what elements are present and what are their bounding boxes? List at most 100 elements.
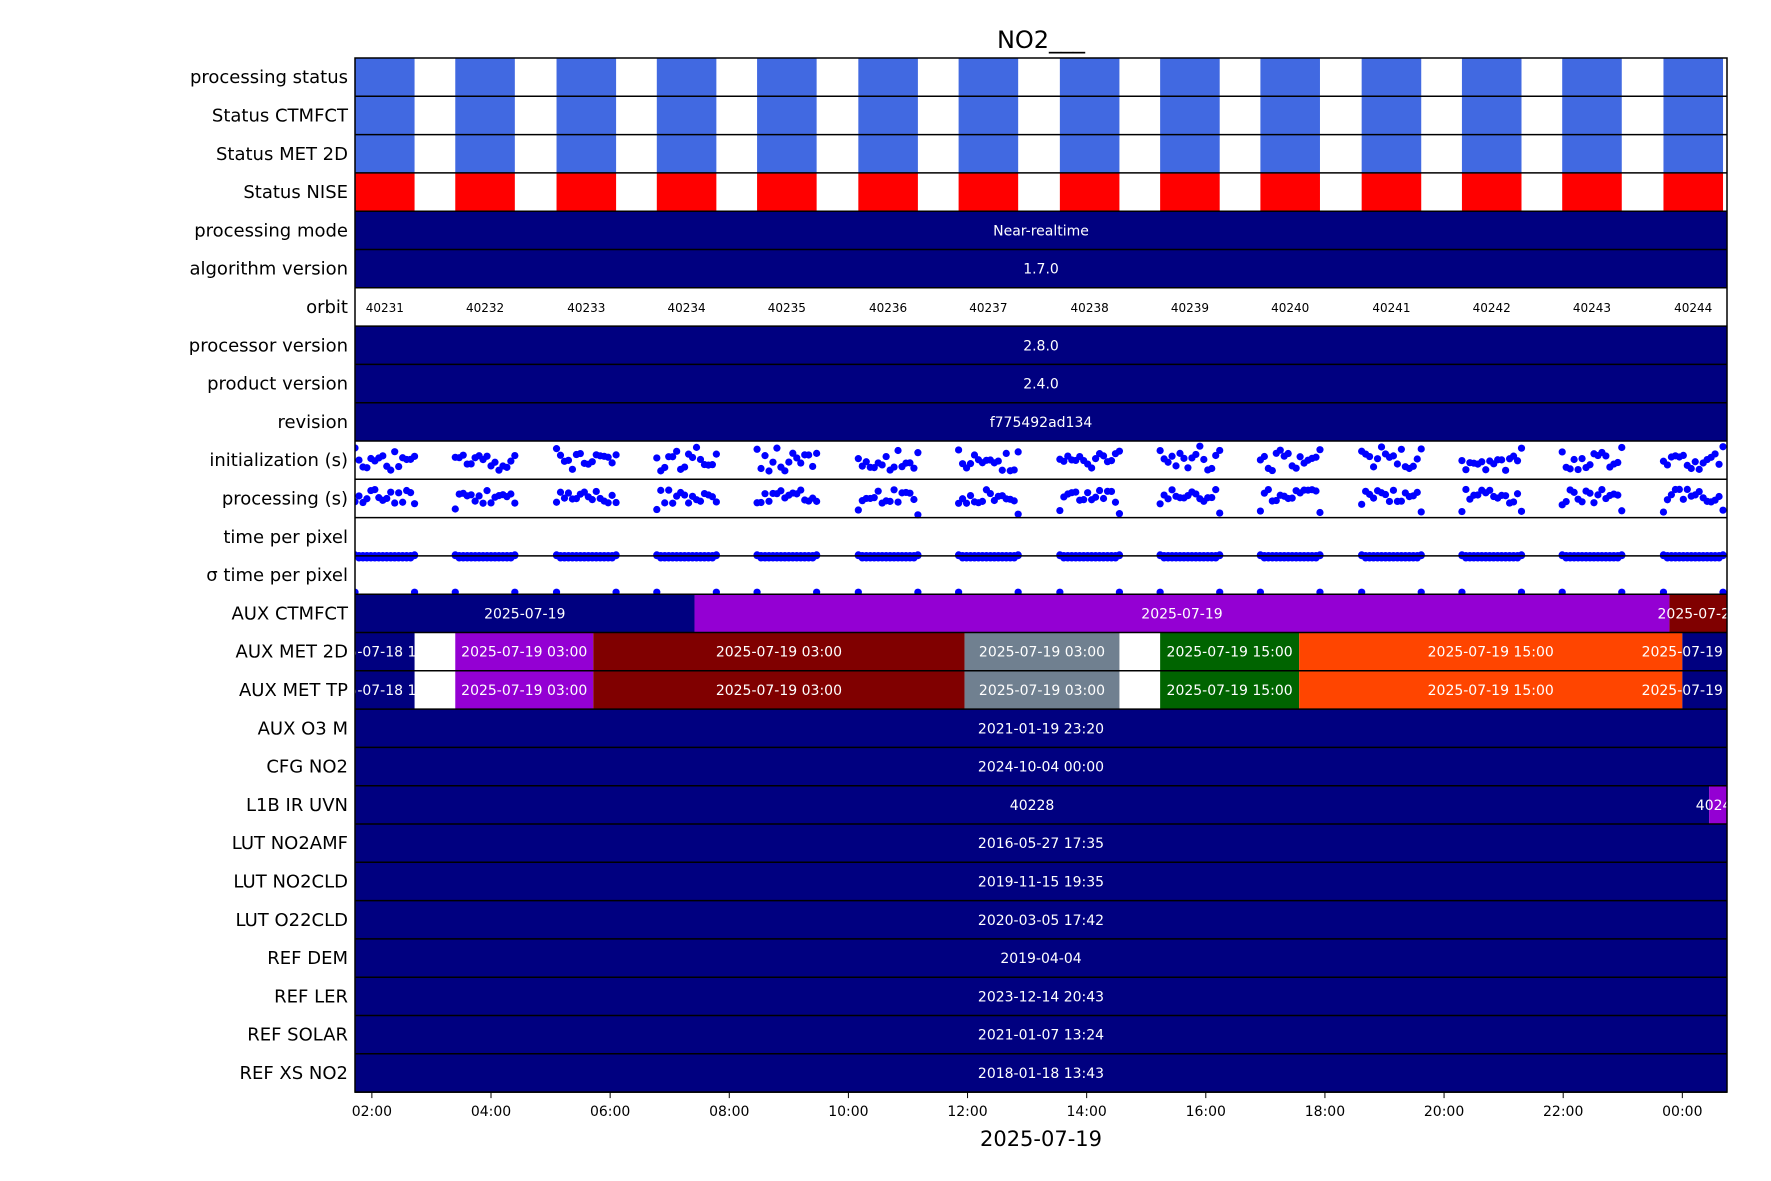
data-point bbox=[1389, 452, 1398, 460]
status-bar bbox=[1059, 172, 1120, 212]
data-point bbox=[1208, 493, 1216, 502]
segment-label: 2.4.0 bbox=[1023, 377, 1059, 393]
data-point bbox=[874, 487, 882, 495]
segment-label: 2025-07-19 03:00 bbox=[716, 645, 842, 661]
data-point bbox=[1474, 491, 1482, 499]
data-point bbox=[777, 487, 785, 495]
orbit-label: 40231 bbox=[366, 301, 404, 315]
data-point bbox=[355, 498, 359, 506]
data-point bbox=[355, 456, 363, 464]
segment-label: 2025-07-19 15:00 bbox=[1642, 683, 1768, 699]
data-point bbox=[459, 451, 467, 459]
data-point bbox=[813, 449, 821, 457]
data-point bbox=[371, 486, 379, 494]
segment-bar bbox=[1669, 594, 1727, 633]
data-point bbox=[1080, 496, 1088, 504]
data-point bbox=[1578, 498, 1586, 506]
data-point bbox=[1192, 490, 1200, 498]
data-point bbox=[560, 494, 569, 502]
data-point bbox=[673, 447, 681, 455]
status-bar bbox=[958, 134, 1019, 173]
orbit-label: 40234 bbox=[667, 301, 705, 315]
segment-label: 2016-05-27 17:35 bbox=[978, 836, 1104, 852]
segment-label: 2019-11-15 19:35 bbox=[978, 874, 1104, 890]
segment-label: 2025-07-19 15:00 bbox=[1167, 683, 1293, 699]
data-point bbox=[1590, 499, 1598, 507]
data-point bbox=[391, 448, 399, 456]
data-point bbox=[813, 551, 821, 559]
data-point bbox=[1099, 494, 1108, 503]
x-tick-label: 14:00 bbox=[1066, 1104, 1106, 1120]
data-point bbox=[1618, 507, 1626, 515]
data-point bbox=[986, 489, 994, 498]
segment-label: 2025-07-19 15:00 bbox=[1167, 645, 1293, 661]
data-point bbox=[612, 498, 620, 507]
data-point bbox=[1084, 489, 1092, 497]
data-point bbox=[612, 451, 620, 459]
data-point bbox=[1010, 466, 1018, 474]
status-bar bbox=[1260, 172, 1320, 212]
row-label: Status CTMFCT bbox=[212, 105, 349, 126]
status-bar bbox=[1361, 96, 1422, 135]
data-point bbox=[399, 498, 407, 506]
data-point bbox=[1288, 494, 1296, 502]
x-tick-label: 18:00 bbox=[1305, 1104, 1345, 1120]
data-point bbox=[1659, 508, 1668, 516]
data-point bbox=[955, 446, 963, 454]
segment-label: 2025-07-19 bbox=[1141, 606, 1222, 622]
segment-bar bbox=[1682, 632, 1727, 671]
data-point bbox=[890, 463, 898, 471]
data-point bbox=[487, 499, 495, 507]
status-bar bbox=[1260, 134, 1320, 173]
segment-label: 2025-07-19 03:00 bbox=[979, 645, 1105, 661]
data-point bbox=[1663, 496, 1672, 504]
data-point bbox=[910, 464, 918, 472]
segment-label: 2025-07-19 15:00 bbox=[1642, 645, 1768, 661]
data-point bbox=[712, 450, 720, 458]
data-point bbox=[1397, 445, 1405, 453]
data-point bbox=[966, 491, 975, 500]
data-point bbox=[511, 452, 519, 460]
data-point bbox=[1691, 458, 1699, 466]
data-point bbox=[1498, 456, 1506, 464]
data-point bbox=[387, 488, 395, 496]
data-point bbox=[1264, 486, 1272, 494]
data-point bbox=[564, 489, 573, 497]
row-label: AUX MET 2D bbox=[236, 642, 348, 663]
segment-label: Near-realtime bbox=[993, 223, 1089, 239]
data-point bbox=[1373, 455, 1382, 463]
row-label: L1B IR UVN bbox=[246, 795, 348, 816]
segment-bar bbox=[355, 1053, 1727, 1092]
data-point bbox=[1393, 460, 1402, 468]
data-point bbox=[1562, 497, 1570, 506]
data-point bbox=[1168, 486, 1176, 494]
data-point bbox=[1072, 488, 1080, 496]
segment-label: 2025-07-19 03:00 bbox=[461, 645, 587, 661]
status-bar bbox=[355, 58, 415, 97]
status-bar bbox=[1361, 58, 1422, 97]
data-point bbox=[696, 497, 705, 505]
data-point bbox=[785, 458, 793, 466]
orbit-label: 40244 bbox=[1674, 301, 1712, 315]
data-point bbox=[1010, 497, 1018, 505]
data-point bbox=[475, 492, 483, 500]
data-point bbox=[1586, 489, 1594, 497]
data-point bbox=[511, 499, 519, 507]
data-point bbox=[1369, 463, 1378, 471]
data-point bbox=[1014, 448, 1022, 456]
x-axis-label: 2025-07-19 bbox=[980, 1127, 1102, 1151]
data-point bbox=[914, 449, 922, 457]
orbit-label: 40243 bbox=[1573, 301, 1611, 315]
status-bar bbox=[958, 58, 1019, 97]
row-label: σ time per pixel bbox=[206, 565, 348, 586]
data-point bbox=[1296, 453, 1304, 461]
data-point bbox=[661, 499, 669, 507]
data-point bbox=[680, 491, 689, 499]
row-label: REF XS NO2 bbox=[239, 1063, 348, 1084]
data-point bbox=[1385, 497, 1394, 506]
data-point bbox=[1502, 492, 1510, 500]
data-point bbox=[1377, 443, 1386, 451]
data-point bbox=[1316, 508, 1324, 517]
status-bar bbox=[1663, 58, 1724, 97]
data-point bbox=[669, 453, 677, 461]
